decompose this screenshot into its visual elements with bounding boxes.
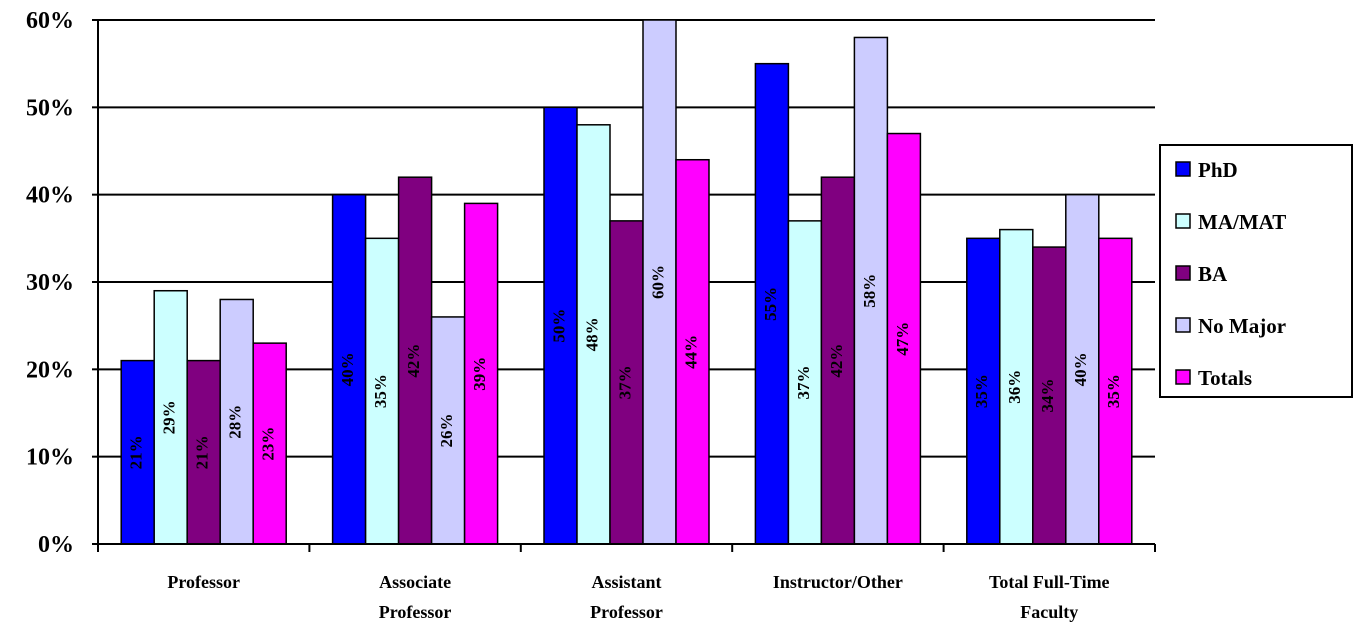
data-label: 58% <box>860 274 879 308</box>
bar <box>1032 246 1067 545</box>
data-label: 28% <box>226 405 245 439</box>
data-label: 55% <box>761 287 780 321</box>
x-tick-label: Total Full-Time Faculty <box>989 572 1110 622</box>
legend-label: MA/MAT <box>1198 210 1286 234</box>
bar <box>1098 237 1133 545</box>
legend-swatch <box>1175 369 1191 385</box>
data-label: 29% <box>160 400 179 434</box>
data-label: 35% <box>371 374 390 408</box>
y-tick-label: 0% <box>38 532 74 558</box>
legend-swatch <box>1175 161 1191 177</box>
bar <box>675 158 710 545</box>
data-label: 37% <box>794 365 813 399</box>
y-tick-label: 50% <box>26 95 74 121</box>
bar <box>576 124 611 545</box>
legend-swatch <box>1175 317 1191 333</box>
data-label: 34% <box>1038 379 1057 413</box>
bar <box>397 176 433 545</box>
legend-label: Totals <box>1198 366 1252 390</box>
data-label: 36% <box>1005 370 1024 404</box>
y-tick-label: 20% <box>26 357 74 383</box>
data-label: 35% <box>972 374 991 408</box>
bar <box>331 193 367 545</box>
legend-box <box>1159 144 1353 398</box>
legend-label: PhD <box>1198 158 1238 182</box>
y-tick-label: 60% <box>26 8 74 34</box>
bar <box>543 106 578 545</box>
legend-swatch <box>1175 265 1191 281</box>
legend-label: No Major <box>1198 314 1286 338</box>
data-label: 26% <box>437 413 456 447</box>
x-tick-label: Assistant Professor <box>590 572 663 622</box>
data-label: 60% <box>648 265 667 299</box>
data-label: 50% <box>549 309 568 343</box>
bar <box>1065 193 1100 545</box>
data-label: 42% <box>404 344 423 378</box>
bar <box>966 237 1001 545</box>
data-label: 42% <box>827 344 846 378</box>
legend-label: BA <box>1198 262 1228 286</box>
data-label: 44% <box>681 335 700 369</box>
x-tick-label: Professor <box>167 572 240 592</box>
data-label: 39% <box>470 357 489 391</box>
data-label: 40% <box>1071 352 1090 386</box>
data-label: 21% <box>193 435 212 469</box>
data-label: 37% <box>615 365 634 399</box>
bar <box>252 342 287 545</box>
data-label: 21% <box>127 435 146 469</box>
data-label: 40% <box>338 352 357 386</box>
y-tick-label: 10% <box>26 445 74 471</box>
data-label: 47% <box>893 322 912 356</box>
bar <box>364 237 400 545</box>
bar <box>463 202 499 545</box>
x-tick-label: Associate Professor <box>379 572 452 622</box>
legend-swatch <box>1175 213 1191 229</box>
data-label: 23% <box>259 427 278 461</box>
y-tick-label: 40% <box>26 183 74 209</box>
x-tick-label: Instructor/Other <box>773 572 903 592</box>
data-label: 35% <box>1104 374 1123 408</box>
y-tick-label: 30% <box>26 270 74 296</box>
data-label: 48% <box>582 317 601 351</box>
bar <box>754 62 790 545</box>
